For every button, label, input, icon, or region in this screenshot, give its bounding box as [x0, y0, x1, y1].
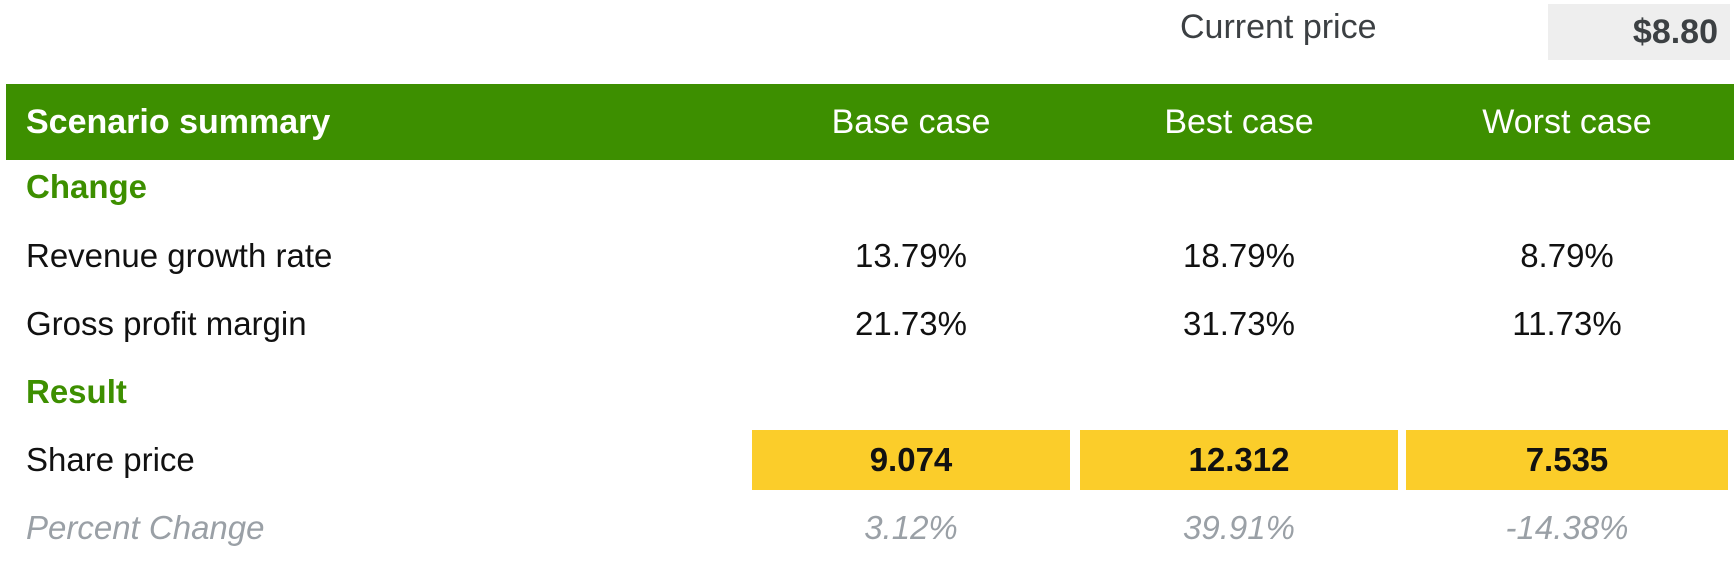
current-price-row: Current price $8.80	[0, 0, 1735, 70]
section-label-result: Result	[26, 373, 127, 410]
row-label-share-price: Share price	[26, 441, 195, 478]
table-title: Scenario summary	[26, 103, 331, 141]
cell-revenue-growth-best[interactable]: 18.79%	[1183, 237, 1295, 274]
cell-gross-margin-worst[interactable]: 11.73%	[1512, 305, 1622, 342]
column-header-base-case: Base case	[831, 103, 991, 141]
section-label-change: Change	[26, 168, 148, 205]
row-label-percent-change: Percent Change	[26, 509, 265, 546]
column-header-best-case: Best case	[1164, 103, 1314, 141]
cell-percent-change-base[interactable]: 3.12%	[864, 509, 958, 546]
table-row-percent-change: Percent Change 3.12% 39.91% -14.38%	[0, 494, 1735, 562]
cell-percent-change-worst[interactable]: -14.38%	[1505, 509, 1629, 546]
row-label-gross-margin: Gross profit margin	[26, 305, 307, 342]
current-price-label: Current price	[1180, 8, 1377, 46]
current-price-value[interactable]: $8.80	[1548, 4, 1730, 60]
cell-share-price-worst[interactable]: 7.535	[1406, 430, 1728, 490]
cell-gross-margin-base[interactable]: 21.73%	[855, 305, 967, 342]
table-row-share-price: Share price 9.074 12.312 7.535	[0, 426, 1735, 494]
cell-percent-change-best[interactable]: 39.91%	[1183, 509, 1295, 546]
section-result: Result	[0, 358, 1735, 426]
cell-gross-margin-best[interactable]: 31.73%	[1183, 305, 1295, 342]
cell-revenue-growth-worst[interactable]: 8.79%	[1520, 237, 1614, 274]
row-label-revenue-growth: Revenue growth rate	[26, 237, 333, 274]
scenario-table-header: Scenario summary Base case Best case Wor…	[6, 84, 1734, 160]
column-header-worst-case: Worst case	[1482, 103, 1652, 141]
cell-share-price-best[interactable]: 12.312	[1080, 430, 1398, 490]
table-row-revenue-growth: Revenue growth rate 13.79% 18.79% 8.79%	[0, 222, 1735, 290]
cell-revenue-growth-base[interactable]: 13.79%	[855, 237, 967, 274]
table-row-gross-margin: Gross profit margin 21.73% 31.73% 11.73%	[0, 290, 1735, 358]
cell-share-price-base[interactable]: 9.074	[752, 430, 1070, 490]
section-change: Change	[0, 153, 1735, 221]
